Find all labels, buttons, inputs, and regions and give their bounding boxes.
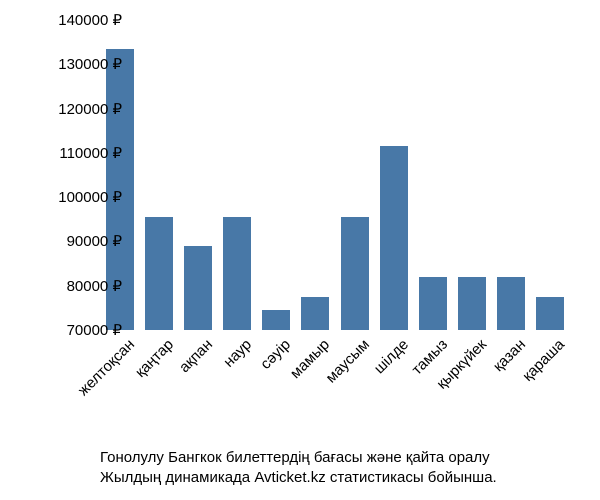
bar [145, 217, 173, 330]
y-tick-label: 100000 ₽ [58, 188, 122, 206]
price-bar-chart: 70000 ₽80000 ₽90000 ₽100000 ₽110000 ₽120… [0, 0, 600, 500]
bar [223, 217, 251, 330]
bar [380, 146, 408, 330]
y-tick-label: 140000 ₽ [58, 11, 122, 29]
bar [497, 277, 525, 330]
chart-caption: Гонолулу Бангкок билеттердің бағасы және… [100, 448, 590, 489]
x-axis-labels: желтоқсанқаңтарақпаннаурсәуірмамырмаусым… [100, 336, 570, 456]
bar [458, 277, 486, 330]
y-tick-label: 110000 ₽ [59, 144, 122, 162]
plot-area [100, 20, 570, 330]
bar [262, 310, 290, 330]
y-tick-label: 80000 ₽ [67, 277, 122, 295]
caption-line-2: Жылдың динамикада Avticket.kz статистика… [100, 468, 590, 488]
bar [419, 277, 447, 330]
y-tick-label: 90000 ₽ [67, 232, 122, 250]
bars-container [100, 20, 570, 330]
y-tick-label: 130000 ₽ [58, 55, 122, 73]
caption-line-1: Гонолулу Бангкок билеттердің бағасы және… [100, 448, 590, 468]
bar [341, 217, 369, 330]
bar [536, 297, 564, 330]
y-tick-label: 120000 ₽ [58, 100, 122, 118]
bar [301, 297, 329, 330]
bar [184, 246, 212, 330]
